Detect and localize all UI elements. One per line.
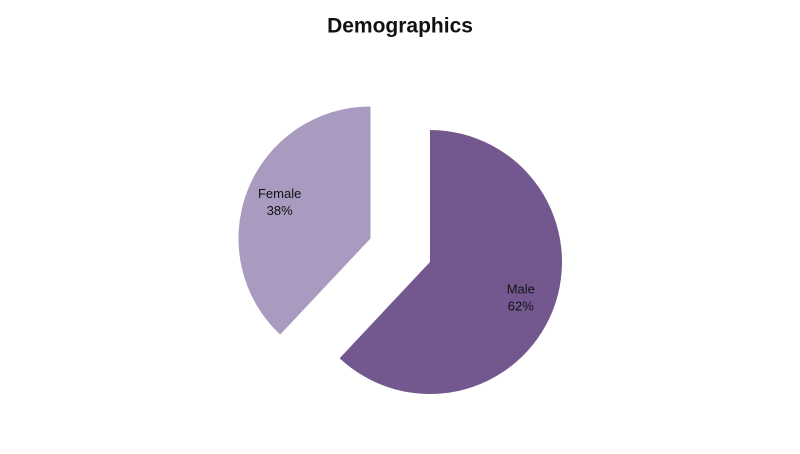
pie-slice	[339, 130, 562, 394]
slice-label: Male	[507, 281, 535, 296]
slice-value-label: 62%	[508, 298, 534, 313]
pie-slice	[238, 106, 371, 335]
chart-title: Demographics	[327, 15, 473, 38]
slice-label: Female	[258, 186, 301, 201]
slice-value-label: 38%	[267, 203, 293, 218]
